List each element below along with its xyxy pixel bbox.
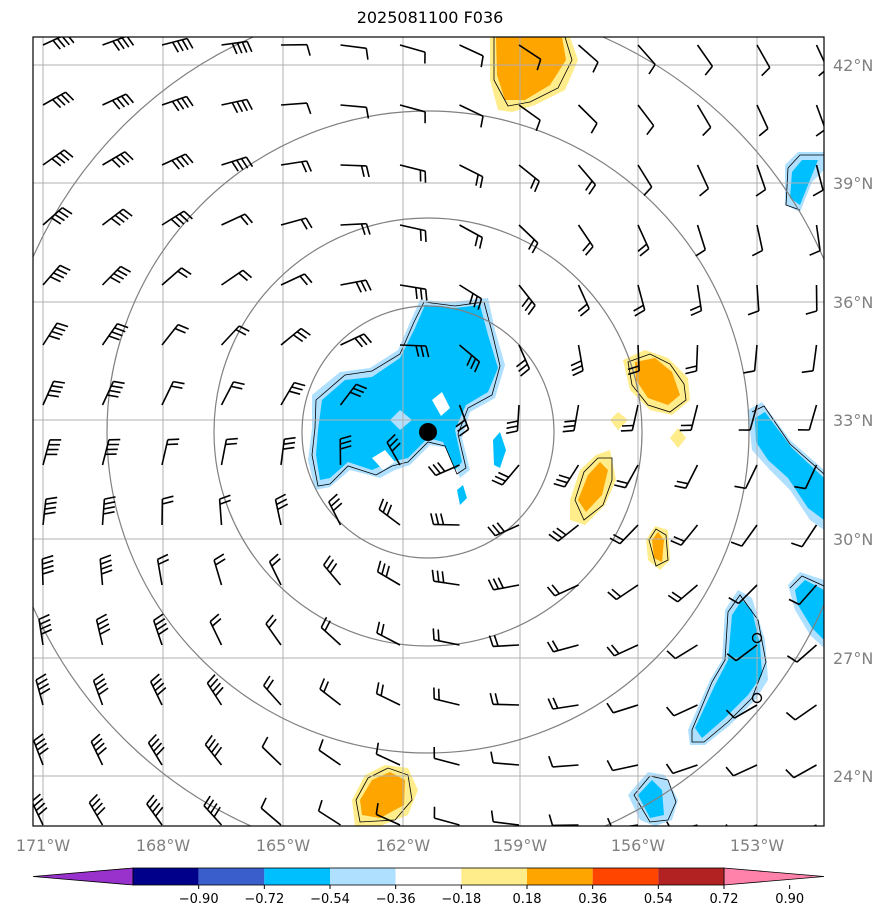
longitude-labels: 171°W 168°W 165°W 162°W 159°W 156°W 153°… [16,836,785,855]
range-rings [33,37,824,826]
latitude-labels: 42°N 39°N 36°N 33°N 30°N 27°N 24°N [833,56,873,786]
positive-region [496,37,566,100]
colorbar-swatch [198,868,265,885]
calm-marker [751,692,763,704]
lat-label: 33°N [833,411,873,430]
contour-shading [308,37,824,826]
lon-label: 162°W [376,836,431,855]
lon-label: 165°W [256,836,311,855]
colorbar-swatch [723,867,825,886]
lon-label: 171°W [16,836,71,855]
lat-label: 27°N [833,649,873,668]
map-frame [32,36,825,827]
lat-label: 39°N [833,174,873,193]
lon-label: 156°W [611,836,666,855]
colorbar-tick-label: 0.72 [710,892,739,907]
lat-label: 30°N [833,530,873,549]
colorbar-swatch [395,868,462,885]
negative-region [316,305,498,480]
colorbar-tick-label: 0.54 [644,892,673,907]
colorbar-tick-label: 0.18 [513,892,542,907]
contour-lines [311,37,824,823]
colorbar-tick-label: −0.90 [179,892,219,907]
colorbar-tick-label: 0.90 [775,892,804,907]
colorbar-swatch [264,868,330,885]
lat-label: 24°N [833,767,873,786]
storm-center-marker [419,423,437,441]
colorbar-tick-label: −0.18 [441,892,481,907]
colorbar-tick-label: 0.36 [578,892,607,907]
calm-marker [751,632,763,644]
lon-label: 159°W [493,836,548,855]
colorbar-swatch [133,868,199,885]
colorbar-swatch [461,868,527,885]
lat-label: 42°N [833,56,873,75]
colorbar-swatch [658,868,724,885]
map-title: 2025081100 F036 [356,8,504,27]
colorbar: −0.90 −0.72 −0.54 −0.36 −0.18 0.18 0.36 0.54 0.7… [32,867,825,907]
wind-barbs [33,37,824,826]
colorbar-swatch [527,868,593,885]
colorbar-tick-label: −0.72 [244,892,284,907]
lat-label: 36°N [833,293,873,312]
lon-label: 168°W [136,836,191,855]
lon-label: 153°W [730,836,785,855]
colorbar-tick-label: −0.36 [376,892,416,907]
colorbar-swatch [592,868,659,885]
colorbar-swatch [32,867,134,886]
graticule [33,37,824,826]
colorbar-tick-label: −0.54 [310,892,350,907]
colorbar-swatch [330,868,396,885]
